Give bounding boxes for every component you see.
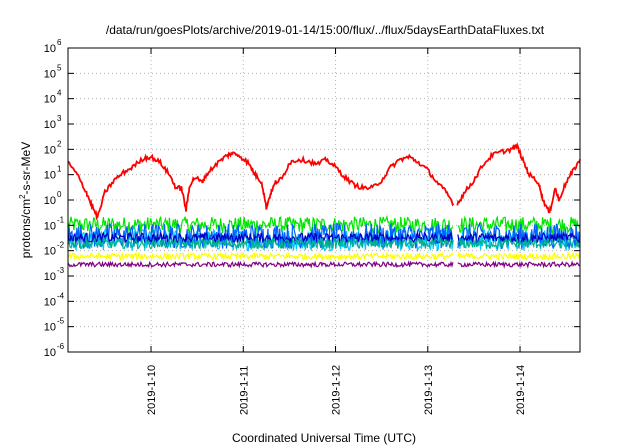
y-tick-label: 10 xyxy=(44,195,56,207)
y-tick-label: 10 xyxy=(44,144,56,156)
y-tick-exponent: 4 xyxy=(57,89,62,98)
y-tick-label: 10 xyxy=(44,271,56,283)
y-axis-label-sup: 2 xyxy=(18,194,27,199)
y-tick-exponent: 1 xyxy=(57,165,62,174)
data-series xyxy=(67,141,581,221)
x-axis-label: Coordinated Universal Time (UTC) xyxy=(232,431,416,445)
y-tick-exponent: -3 xyxy=(57,266,65,275)
x-tick-label: 2019-1-14 xyxy=(515,365,527,415)
y-tick-exponent: 3 xyxy=(57,114,62,123)
y-tick-label: 10 xyxy=(44,322,56,334)
y-tick-exponent: 5 xyxy=(57,63,62,72)
y-tick-label: 10 xyxy=(44,43,56,55)
noise-band-3 xyxy=(67,230,581,246)
y-tick-exponent: -2 xyxy=(57,241,65,250)
noise-bands xyxy=(67,214,581,269)
y-tick-exponent: -1 xyxy=(57,215,65,224)
x-tick-label: 2019-1-13 xyxy=(423,365,435,415)
x-axis: 2019-1-10 2019-1-11 2019-1-12 2019-1-13 2019… xyxy=(146,48,527,415)
y-axis-label: protons/cm2-s-sr-MeV xyxy=(18,142,33,258)
y-tick-label: 10 xyxy=(44,220,56,232)
y-tick-exponent: 2 xyxy=(57,139,62,148)
y-tick-label: 10 xyxy=(44,296,56,308)
y-axis: 10-610-510-410-310-210-11001011021031041… xyxy=(44,38,580,359)
noise-band-4 xyxy=(67,236,581,251)
y-tick-exponent: 0 xyxy=(57,190,62,199)
series-line-0 xyxy=(67,141,581,221)
y-tick-exponent: -6 xyxy=(57,342,65,351)
y-tick-label: 10 xyxy=(44,68,56,80)
grid-lines xyxy=(68,48,580,352)
y-tick-exponent: 6 xyxy=(57,38,62,47)
y-tick-exponent: -4 xyxy=(57,291,65,300)
y-tick-label: 10 xyxy=(44,119,56,131)
noise-band-6 xyxy=(67,260,581,269)
y-axis-label-post: -s-sr-MeV xyxy=(19,142,33,195)
y-tick-label: 10 xyxy=(44,94,56,106)
y-tick-exponent: -5 xyxy=(57,317,65,326)
chart-title: /data/run/goesPlots/archive/2019-01-14/1… xyxy=(106,23,545,37)
y-tick-label: 10 xyxy=(44,170,56,182)
x-tick-label: 2019-1-12 xyxy=(331,365,343,415)
y-tick-label: 10 xyxy=(44,347,56,359)
y-tick-label: 10 xyxy=(44,246,56,258)
noise-band-5 xyxy=(67,250,581,262)
x-tick-label: 2019-1-10 xyxy=(146,365,158,415)
y-axis-label-pre: protons/cm xyxy=(19,199,33,258)
x-tick-label: 2019-1-11 xyxy=(238,366,250,415)
